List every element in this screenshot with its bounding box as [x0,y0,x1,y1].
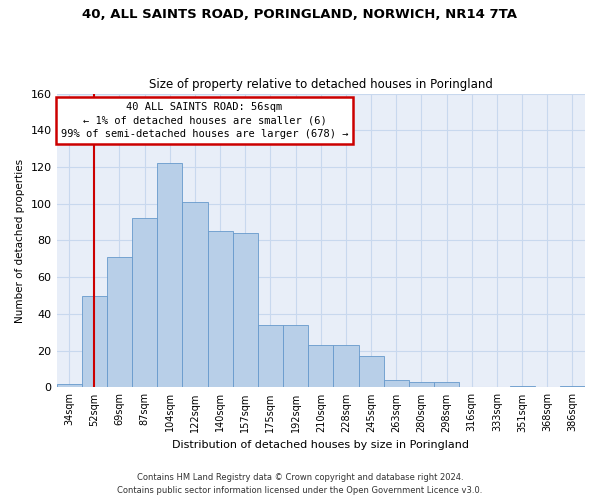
Bar [409,382,434,388]
Title: Size of property relative to detached houses in Poringland: Size of property relative to detached ho… [149,78,493,91]
Text: Contains HM Land Registry data © Crown copyright and database right 2024.
Contai: Contains HM Land Registry data © Crown c… [118,474,482,495]
Bar [509,386,535,388]
Bar [82,296,107,388]
Bar [157,164,182,388]
Text: 40 ALL SAINTS ROAD: 56sqm
← 1% of detached houses are smaller (6)
99% of semi-de: 40 ALL SAINTS ROAD: 56sqm ← 1% of detach… [61,102,348,139]
Bar [383,380,409,388]
Bar [308,345,334,388]
Bar [283,325,308,388]
Text: 40, ALL SAINTS ROAD, PORINGLAND, NORWICH, NR14 7TA: 40, ALL SAINTS ROAD, PORINGLAND, NORWICH… [83,8,517,20]
Bar [107,257,132,388]
Bar [434,382,459,388]
Bar [359,356,383,388]
Bar [258,325,283,388]
Bar [56,384,82,388]
Bar [233,233,258,388]
Bar [560,386,585,388]
X-axis label: Distribution of detached houses by size in Poringland: Distribution of detached houses by size … [172,440,469,450]
Bar [182,202,208,388]
Y-axis label: Number of detached properties: Number of detached properties [15,158,25,322]
Bar [132,218,157,388]
Bar [208,232,233,388]
Bar [334,345,359,388]
